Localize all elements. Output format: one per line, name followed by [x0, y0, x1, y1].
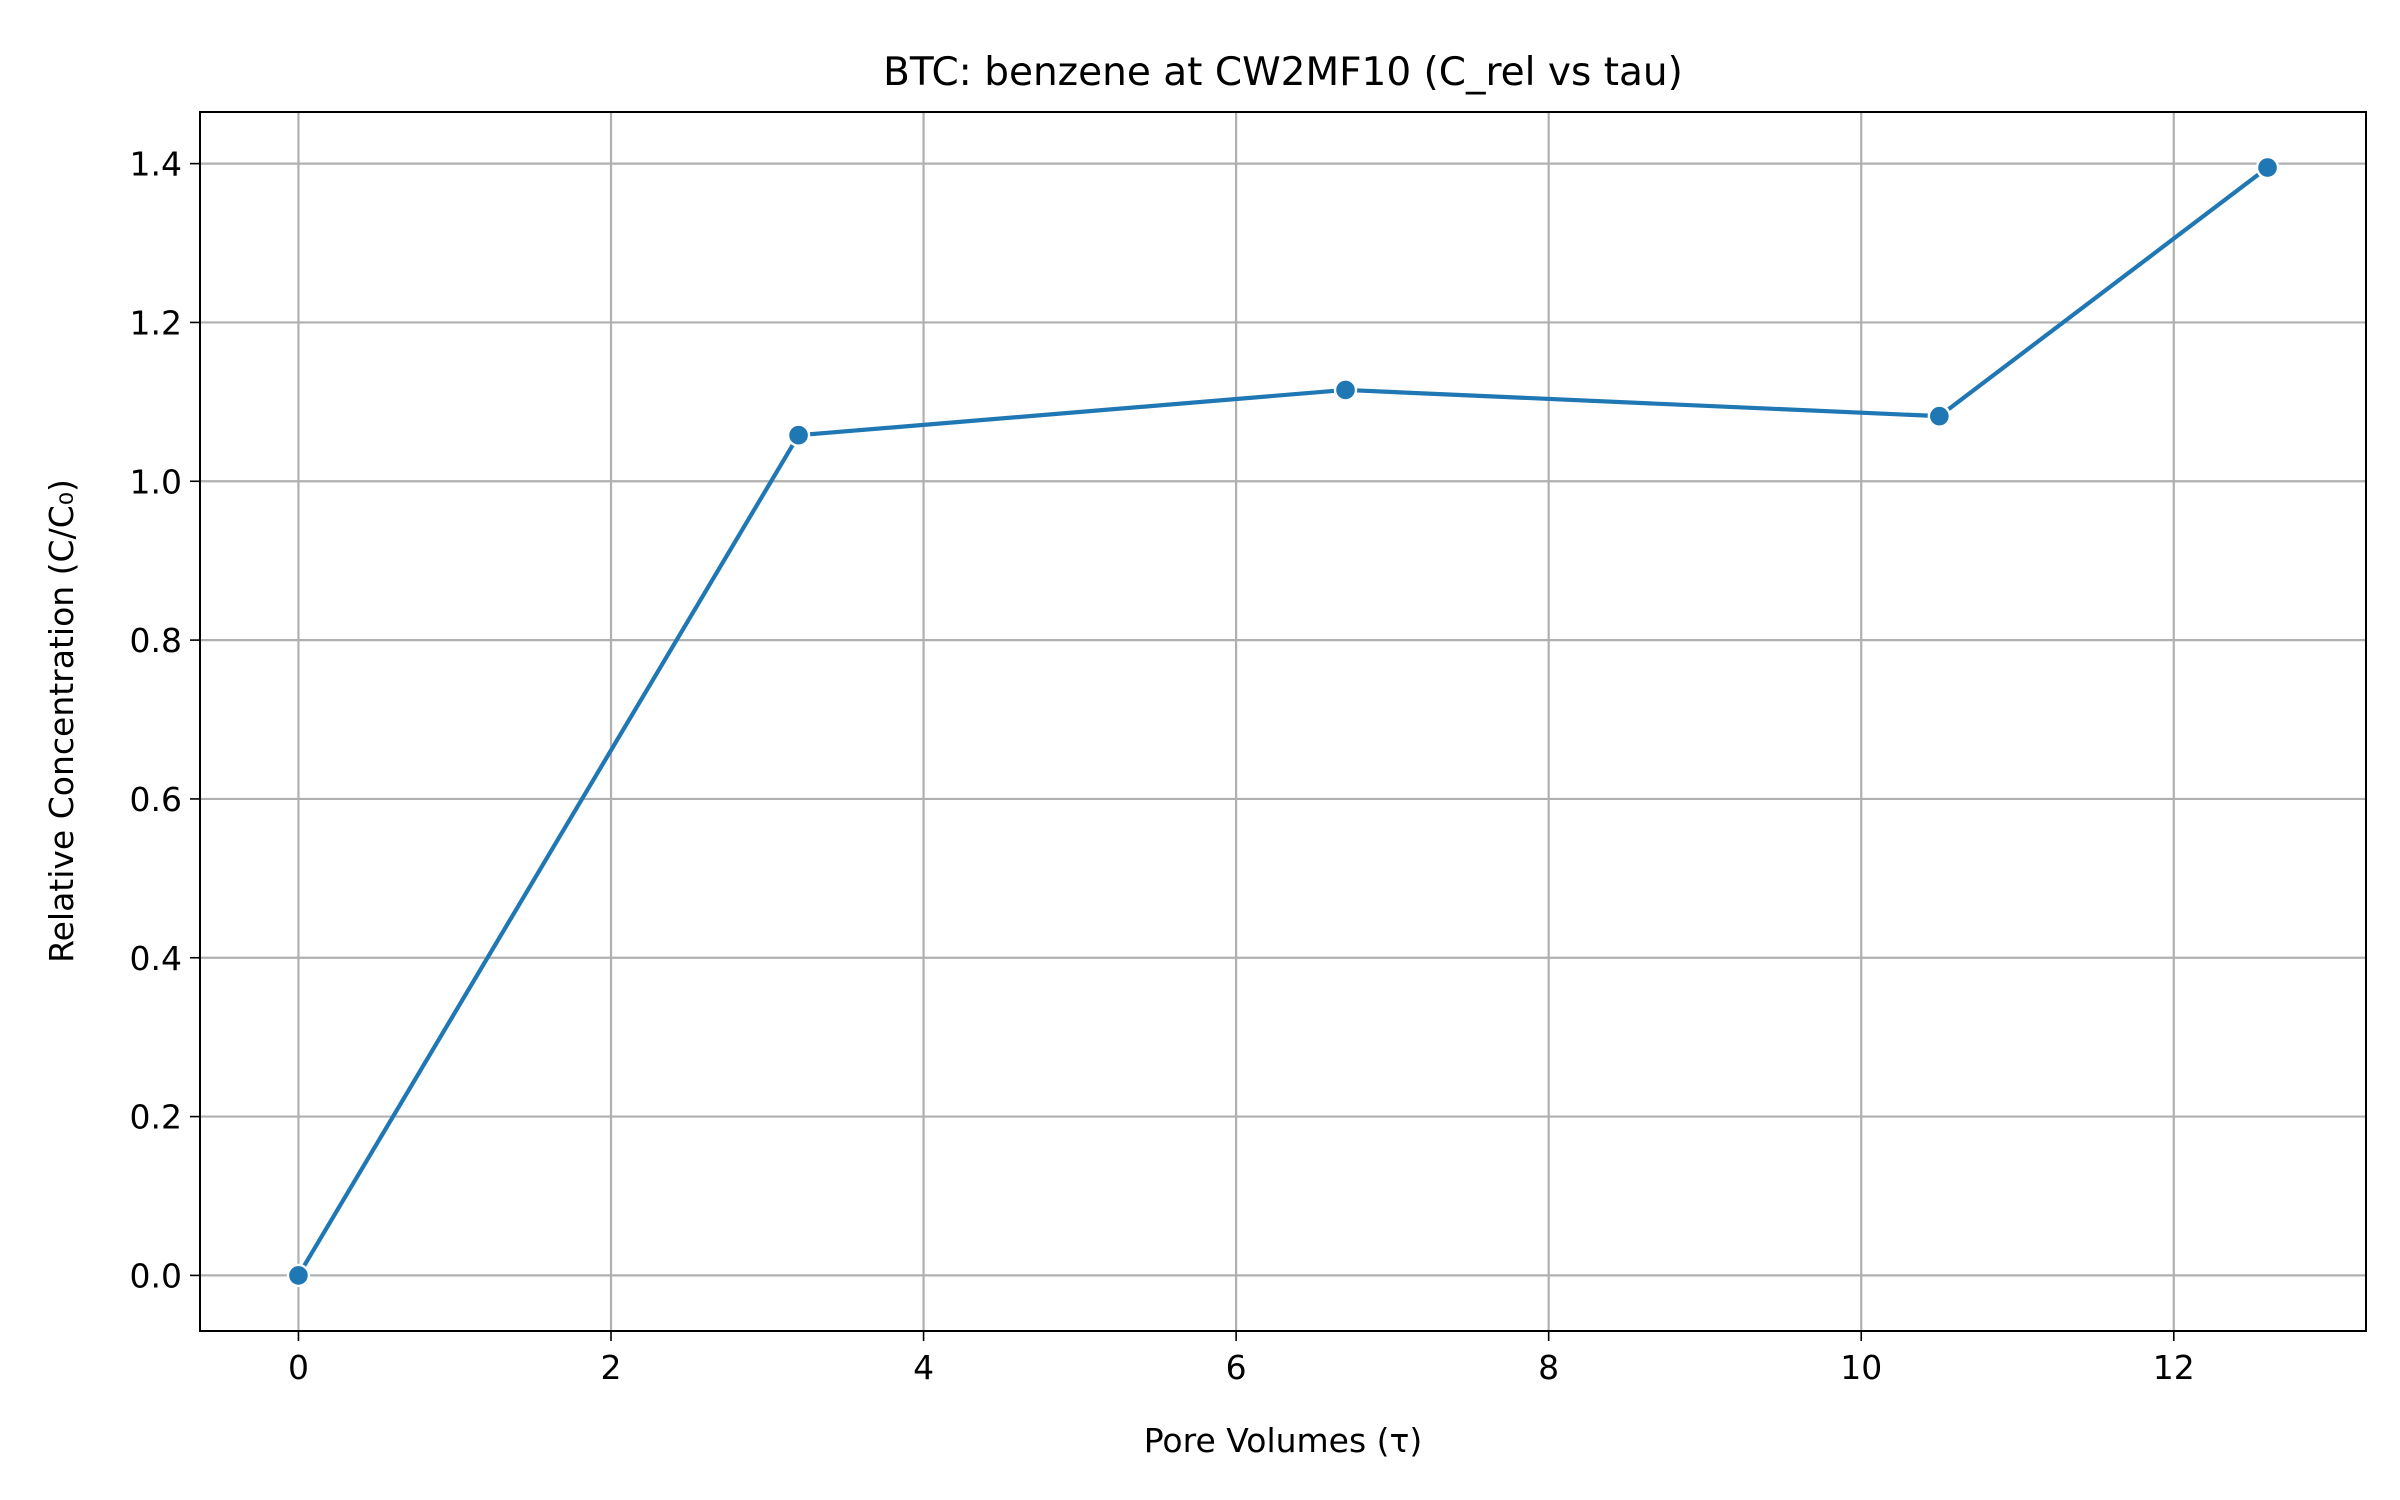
x-tick-label: 2 [601, 1348, 622, 1387]
x-tick-label: 4 [913, 1348, 934, 1387]
x-axis-label: Pore Volumes (τ) [1144, 1421, 1423, 1460]
y-tick-label: 1.2 [130, 303, 182, 342]
plot-frame [199, 111, 2367, 1332]
y-tick-label: 0.4 [130, 939, 182, 978]
data-point [786, 423, 811, 447]
x-tick-label: 6 [1226, 1348, 1247, 1387]
data-point [1333, 378, 1358, 402]
x-tick-label: 12 [2153, 1348, 2195, 1387]
series-line [296, 165, 2270, 1278]
y-tick-label: 0.0 [130, 1256, 182, 1295]
data-point [2255, 155, 2280, 180]
y-axis-label: Relative Concentration (C/C₀) [42, 479, 81, 963]
y-tick-label: 0.2 [130, 1098, 182, 1137]
chart-title: BTC: benzene at CW2MF10 (C_rel vs tau) [883, 50, 1683, 95]
x-tick-label: 10 [1840, 1348, 1882, 1387]
series-layer [286, 155, 2280, 1288]
y-tick-label: 0.8 [130, 621, 182, 660]
grid-lines [200, 112, 2366, 1331]
x-tick-label: 8 [1538, 1348, 1559, 1387]
y-tick-label: 0.6 [130, 780, 182, 819]
data-point [286, 1263, 311, 1288]
data-point [1927, 404, 1952, 428]
y-tick-label: 1.4 [130, 145, 182, 184]
x-tick-label: 0 [288, 1348, 309, 1387]
y-tick-label: 1.0 [130, 462, 182, 501]
axis-ticks: 0 2 4 6 8 10 12 0.0 0.2 0.4 0.6 0.8 1.0 1.2 1.4 [130, 145, 2195, 1387]
